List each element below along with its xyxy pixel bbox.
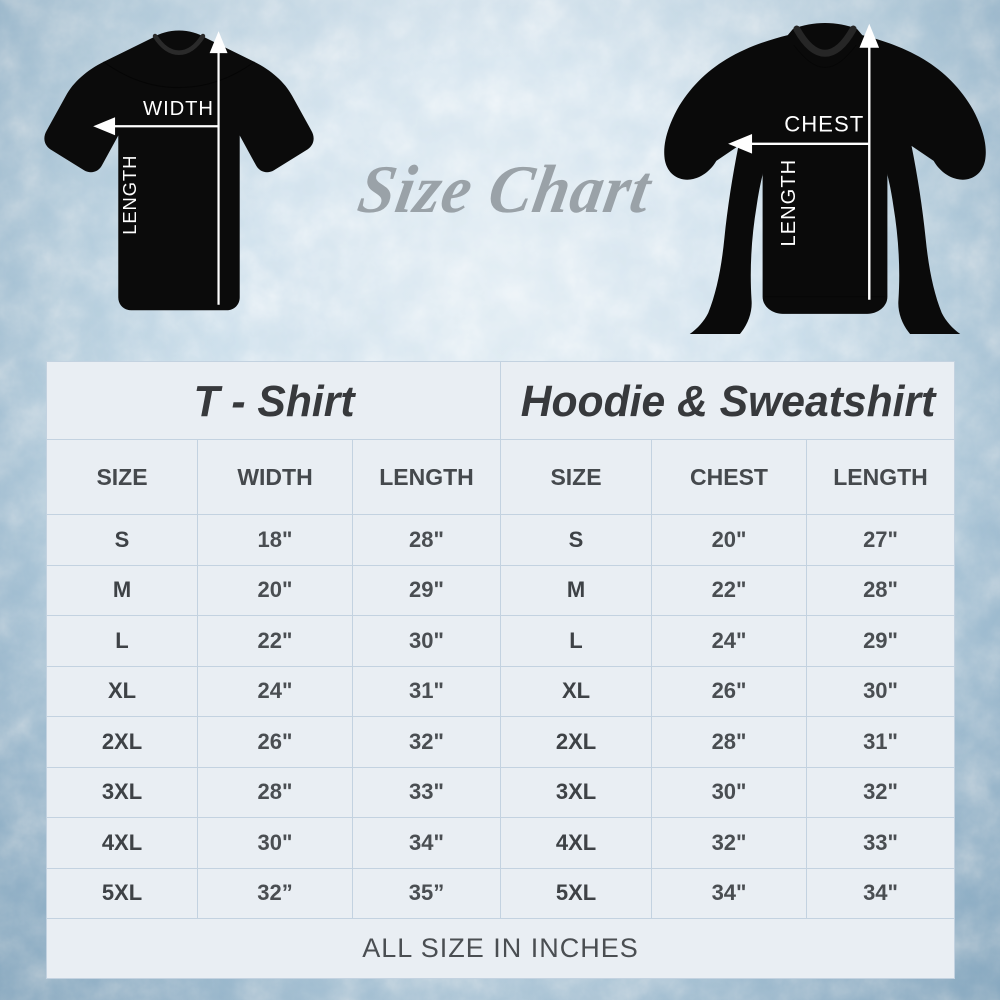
svg-text:LENGTH: LENGTH (119, 155, 140, 235)
svg-text:CHEST: CHEST (784, 112, 864, 137)
svg-text:LENGTH: LENGTH (778, 159, 800, 247)
svg-text:WIDTH: WIDTH (143, 98, 214, 120)
